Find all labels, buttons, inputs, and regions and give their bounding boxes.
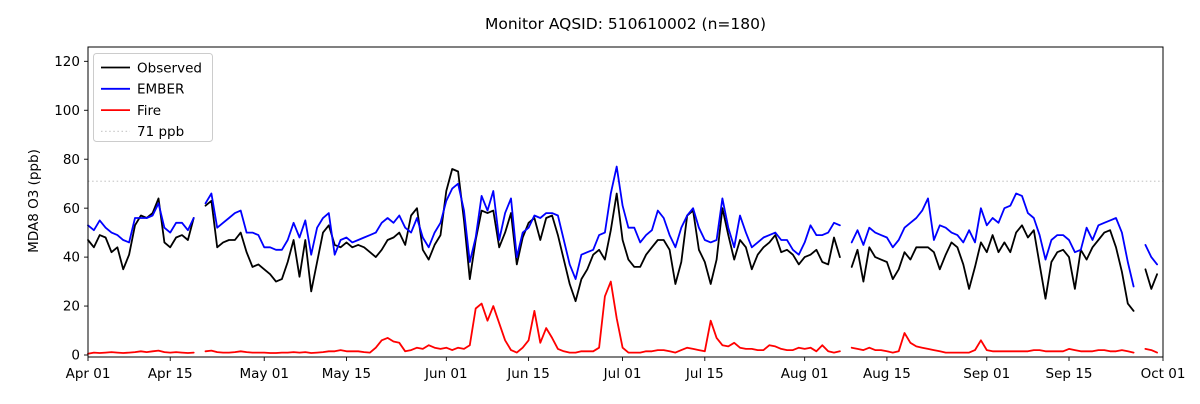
- axes-border: [87, 46, 1164, 358]
- series-line-observed: [87, 197, 195, 271]
- chart-title: Monitor AQSID: 510610002 (n=180): [485, 15, 766, 33]
- y-tick-label: 80: [63, 152, 80, 168]
- series-line-observed: [1144, 268, 1158, 290]
- series-line-fire: [1144, 347, 1158, 354]
- y-tick-label: 40: [63, 250, 80, 266]
- series-line-ember: [1144, 243, 1158, 266]
- series-line-ember: [850, 192, 1135, 288]
- plot-area: 0 20 40 60 80 100 120 Apr 01 Apr 15 May 01 May 15 J…: [54, 46, 1186, 382]
- series-line-ember: [87, 202, 195, 244]
- legend-box: [93, 53, 213, 142]
- y-tick-label: 100: [54, 103, 80, 119]
- x-tick-label: Apr 15: [148, 366, 193, 382]
- y-tick-label: 0: [71, 348, 80, 364]
- legend-label-observed: Observed: [137, 60, 202, 76]
- series-line-fire: [850, 332, 1135, 354]
- series-line-fire: [204, 280, 841, 354]
- series-line-observed: [204, 168, 841, 303]
- legend: Observed EMBER Fire 71 ppb: [93, 53, 213, 142]
- series-line-observed: [850, 224, 1135, 312]
- legend-label-fire: Fire: [137, 103, 161, 119]
- y-tick-label: 60: [63, 201, 80, 217]
- x-tick-label: May 15: [322, 366, 371, 382]
- x-tick-label: Aug 01: [781, 366, 829, 382]
- x-tick-label: Jul 01: [603, 366, 642, 382]
- series-line-fire: [87, 349, 195, 355]
- x-tick-label: Jul 15: [685, 366, 724, 382]
- x-tick-label: Aug 15: [863, 366, 911, 382]
- x-tick-label: Sep 15: [1046, 366, 1093, 382]
- legend-label-71-ppb: 71 ppb: [137, 124, 184, 140]
- y-tick-label: 120: [54, 54, 80, 70]
- series-line-ember: [204, 165, 841, 281]
- x-tick-label: Apr 01: [66, 366, 111, 382]
- legend-label-ember: EMBER: [137, 82, 184, 98]
- x-tick-label: Sep 01: [963, 366, 1010, 382]
- x-tick-label: Jun 15: [506, 366, 550, 382]
- y-tick-label: 20: [63, 299, 80, 315]
- x-tick-label: Oct 01: [1141, 366, 1186, 382]
- x-tick-label: May 01: [240, 366, 289, 382]
- y-axis-label: MDA8 O3 (ppb): [26, 149, 42, 253]
- x-tick-label: Jun 01: [424, 366, 468, 382]
